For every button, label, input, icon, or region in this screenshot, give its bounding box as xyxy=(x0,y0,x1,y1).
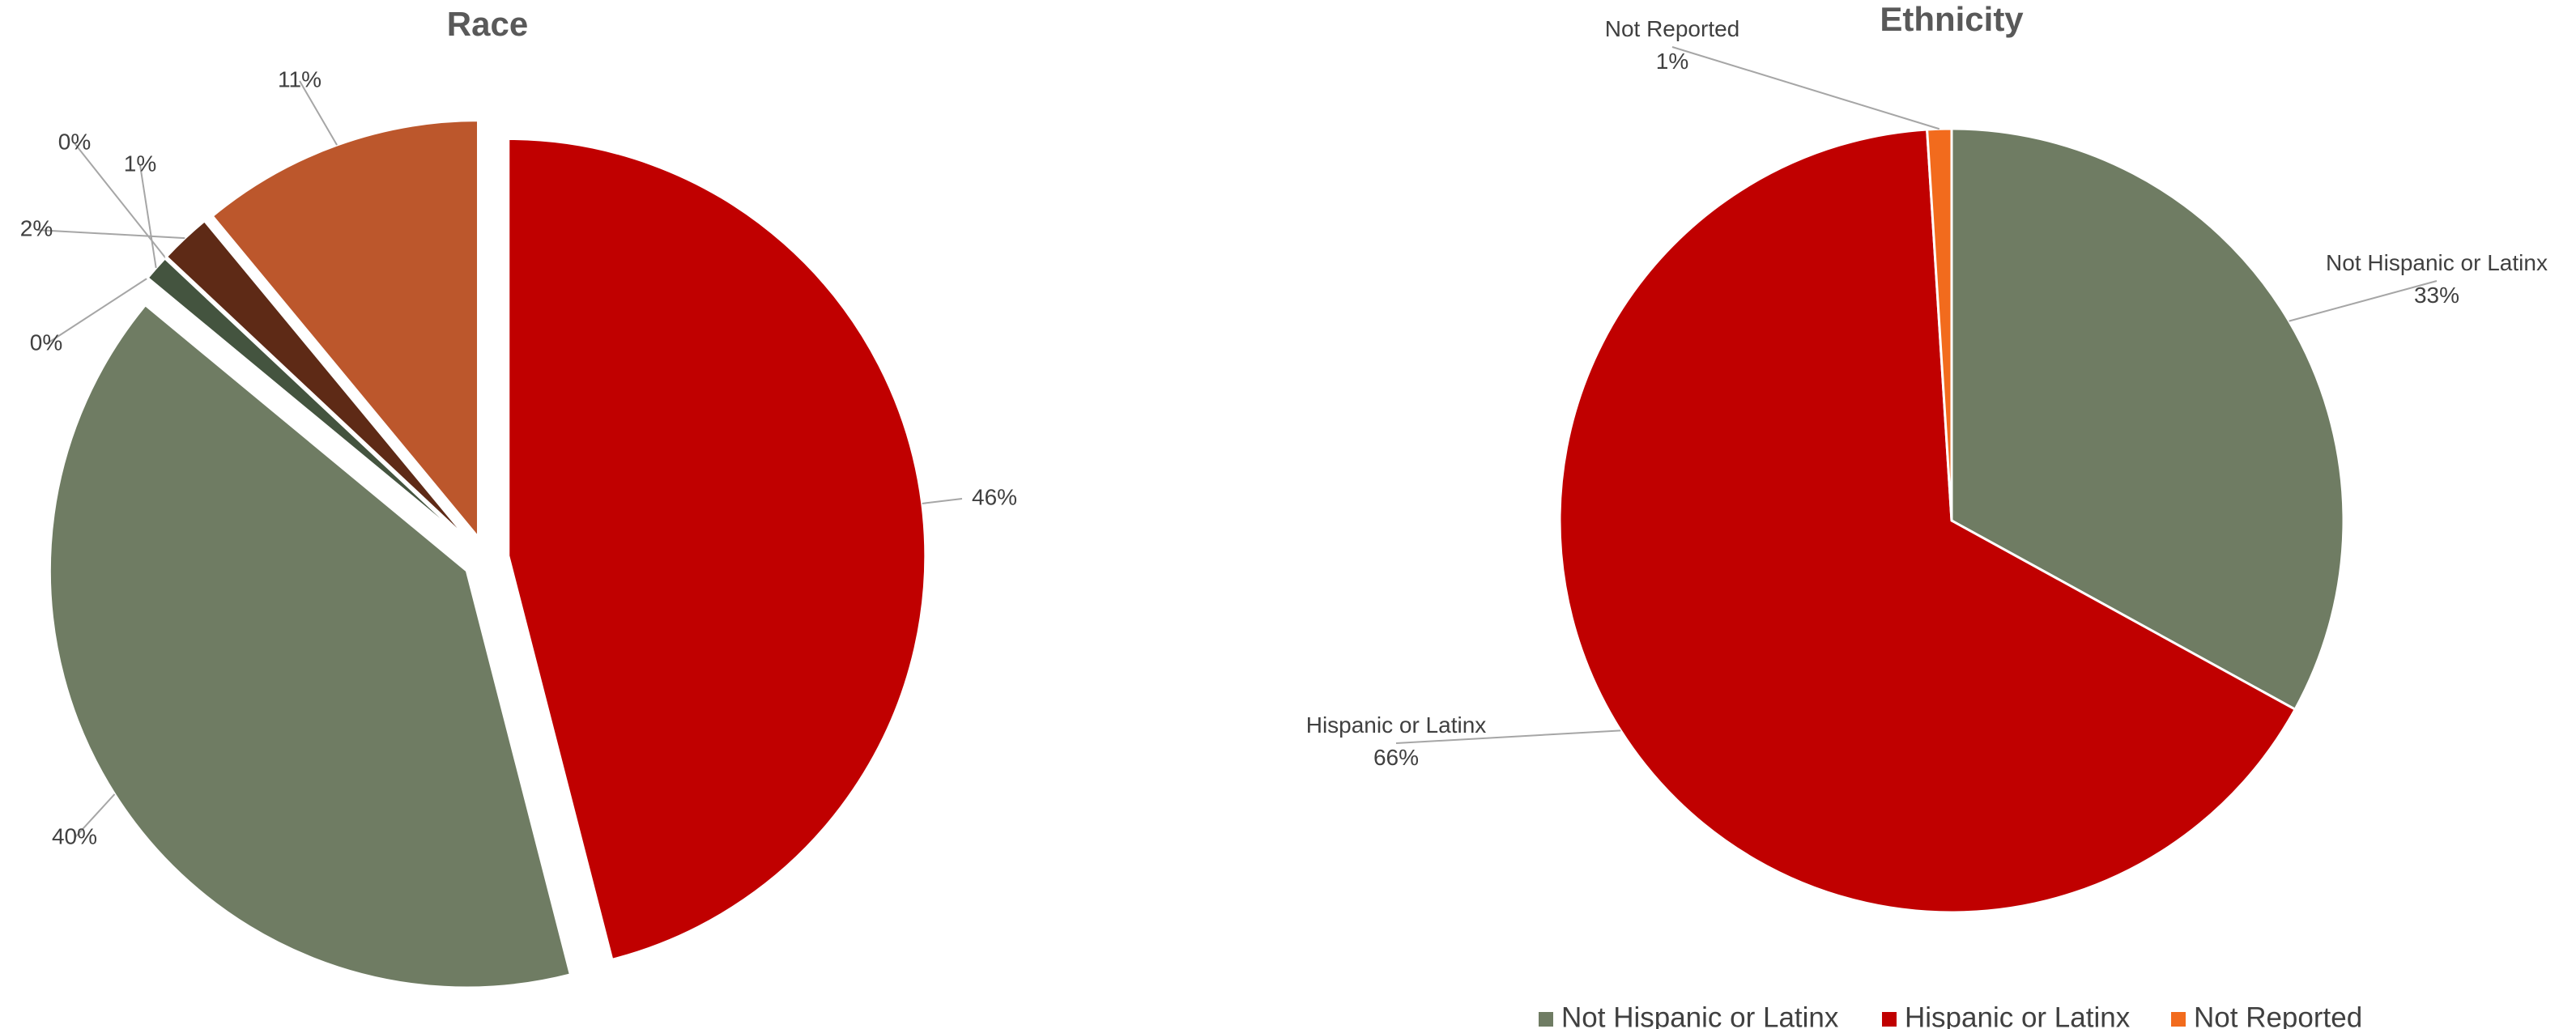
pie-slice xyxy=(48,303,573,989)
leader-line xyxy=(139,164,157,269)
legend-label: Not Hispanic or Latinx xyxy=(1561,1001,1839,1029)
data-label-name: Not Reported xyxy=(1605,16,1740,41)
legend-swatch xyxy=(1882,1012,1897,1027)
pie-slice xyxy=(1926,127,1953,521)
chart-title: Race xyxy=(447,5,528,43)
pie-slice xyxy=(507,137,927,962)
legend-swatch xyxy=(2171,1012,2186,1027)
data-label: 40% xyxy=(52,823,97,848)
leader-line xyxy=(922,498,963,504)
leader-line xyxy=(1671,46,1940,130)
legend-label: Hispanic or Latinx xyxy=(1905,1001,2131,1029)
data-label: 11% xyxy=(278,66,321,91)
data-label: 0% xyxy=(58,129,91,154)
leader-line xyxy=(45,278,148,345)
leader-line xyxy=(74,793,116,839)
data-label: Hispanic or Latinx 66% xyxy=(1306,712,1487,770)
data-label: Not Reported 1% xyxy=(1605,16,1740,74)
data-label: 0% xyxy=(30,330,62,355)
data-label-name: Not Hispanic or Latinx xyxy=(2326,250,2548,275)
leader-line xyxy=(299,80,338,146)
pie-slice xyxy=(1950,127,2345,712)
pie-slice xyxy=(164,257,470,544)
data-label: 46% xyxy=(972,484,1017,509)
data-label: 2% xyxy=(20,215,53,240)
leader-line xyxy=(2289,280,2438,322)
pie-slice xyxy=(211,119,480,541)
data-label: Not Hispanic or Latinx 33% xyxy=(2326,250,2548,308)
chart-title: Ethnicity xyxy=(1880,0,2024,38)
data-label: 1% xyxy=(124,151,156,176)
leader-line xyxy=(36,229,185,240)
data-label-name: Hispanic or Latinx xyxy=(1306,712,1487,738)
data-label-value: 66% xyxy=(1373,745,1419,770)
data-label-value: 33% xyxy=(2414,283,2459,308)
leader-line xyxy=(1395,729,1621,744)
legend-swatch xyxy=(1539,1012,1553,1027)
leader-line xyxy=(74,142,166,258)
legend-label: Not Reported xyxy=(2194,1001,2362,1029)
data-label-value: 1% xyxy=(1656,49,1688,74)
